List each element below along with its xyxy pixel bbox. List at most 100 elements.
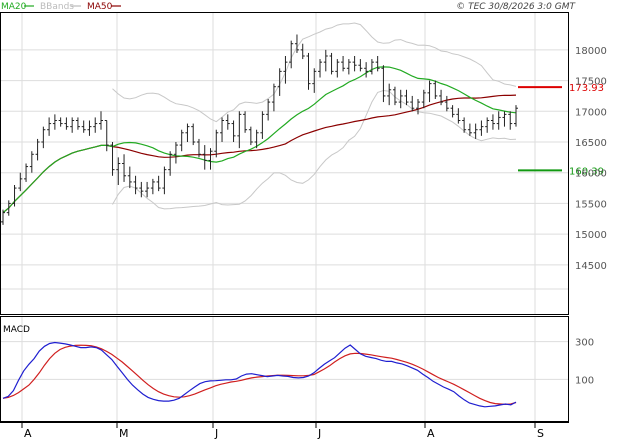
ohlc-bar: [179, 129, 184, 152]
ohlc-bar: [381, 65, 386, 103]
ohlc-bar: [312, 68, 317, 93]
ma50-line: [2, 94, 517, 214]
ohlc-bar: [294, 34, 299, 53]
ohlc-bar: [133, 175, 138, 195]
ohlc-bar: [29, 151, 34, 173]
ohlc-bar: [58, 117, 63, 127]
ohlc-bar: [306, 52, 311, 90]
ohlc-bar: [289, 40, 294, 69]
price-axis-ticks: 14500 15000 15500 16000 16500 17000 17500 18000…: [575, 46, 607, 387]
ohlc-bar: [329, 52, 334, 75]
ohlc-bar: [277, 68, 282, 96]
ohlc-bar: [479, 120, 484, 136]
legend-bbands-label: BBands: [40, 2, 74, 12]
price-tick-label: 14500: [575, 261, 607, 272]
ohlc-bar: [173, 142, 178, 164]
ohlc-bar: [110, 142, 115, 176]
ohlc-bar: [300, 43, 305, 60]
ohlc-bar: [254, 129, 259, 149]
ohlc-bar: [341, 56, 346, 72]
ohlc-bar: [208, 148, 213, 170]
macd-lines: [2, 341, 517, 408]
ohlc-bar: [496, 111, 501, 130]
ohlc-bar: [323, 49, 328, 72]
ohlc-bar: [416, 99, 421, 115]
ohlc-bar: [196, 138, 201, 158]
ohlc-bar: [93, 117, 98, 133]
price-panel-frame: [0, 12, 569, 315]
price-tick-label: 15000: [575, 230, 607, 241]
ohlc-bar: [150, 178, 155, 195]
ohlc-bars: [1, 34, 518, 225]
ohlc-bar: [75, 117, 80, 130]
ohlc-bar: [456, 108, 461, 124]
macd-signal-line: [2, 344, 517, 406]
ohlc-bar: [64, 117, 69, 130]
ohlc-bar: [116, 157, 121, 185]
ohlc-bar: [168, 151, 173, 176]
ohlc-bar: [364, 62, 369, 78]
ohlc-bar: [358, 59, 363, 72]
ohlc-bar: [439, 89, 444, 106]
ohlc-bar: [225, 114, 230, 130]
ohlc-bar: [214, 129, 219, 158]
ohlc-bar: [266, 99, 271, 121]
ohlc-bar: [271, 83, 276, 112]
ohlc-bar: [104, 120, 109, 152]
bollinger-bands: [112, 22, 517, 210]
ohlc-bar: [139, 181, 144, 198]
price-tick-label: 16000: [575, 169, 607, 180]
ohlc-bar: [41, 126, 46, 149]
bollinger-upper-line: [112, 22, 517, 123]
ohlc-bar: [387, 83, 392, 106]
ohlc-bar: [260, 111, 265, 139]
ohlc-bar: [283, 56, 288, 84]
month-tick-label: M: [119, 427, 129, 440]
month-tick-label: S: [537, 427, 544, 440]
support-level-label: 160.39: [569, 166, 604, 177]
ohlc-bar: [467, 123, 472, 136]
ohlc-bar: [433, 80, 438, 99]
ohlc-bar: [35, 138, 40, 161]
ohlc-bar: [485, 117, 490, 133]
ohlc-bar: [87, 120, 92, 136]
ohlc-bar: [421, 89, 426, 109]
ohlc-bar: [502, 111, 507, 127]
ohlc-bar: [318, 59, 323, 78]
grid-layer: [1, 13, 568, 421]
legend: MA20 BBands MA50: [1, 2, 121, 12]
ohlc-bar: [1, 209, 5, 225]
ohlc-bar: [410, 95, 415, 112]
ohlc-bar: [145, 181, 150, 198]
moving-averages: [2, 66, 517, 214]
ohlc-bar: [18, 172, 23, 192]
ohlc-bar: [404, 89, 409, 106]
ohlc-bar: [450, 105, 455, 118]
price-tick-label: 17000: [575, 107, 607, 118]
month-tick-label: A: [427, 427, 435, 440]
macd-panel-title: MACD: [3, 325, 30, 335]
ohlc-bar: [98, 111, 103, 130]
resistance-level-label: 173.93: [569, 83, 604, 94]
ohlc-bar: [156, 175, 161, 192]
price-tick-label: 16500: [575, 138, 607, 149]
ohlc-bar: [444, 95, 449, 112]
macd-line: [2, 341, 517, 408]
ohlc-bar: [24, 163, 29, 182]
macd-tick-label: 100: [575, 375, 594, 386]
ohlc-bar: [427, 80, 432, 103]
ohlc-bar: [514, 105, 518, 127]
ohlc-bar: [398, 89, 403, 109]
ohlc-bar: [122, 154, 127, 182]
ohlc-bar: [202, 145, 207, 170]
ohlc-bar: [490, 114, 495, 130]
ohlc-bar: [243, 111, 248, 133]
ohlc-bar: [185, 123, 190, 142]
bollinger-lower-line: [112, 89, 517, 210]
macd-panel-frame: [0, 316, 569, 422]
price-tick-label: 15500: [575, 199, 607, 210]
month-tick-label: J: [214, 427, 218, 440]
legend-ma20-label: MA20: [1, 2, 27, 12]
